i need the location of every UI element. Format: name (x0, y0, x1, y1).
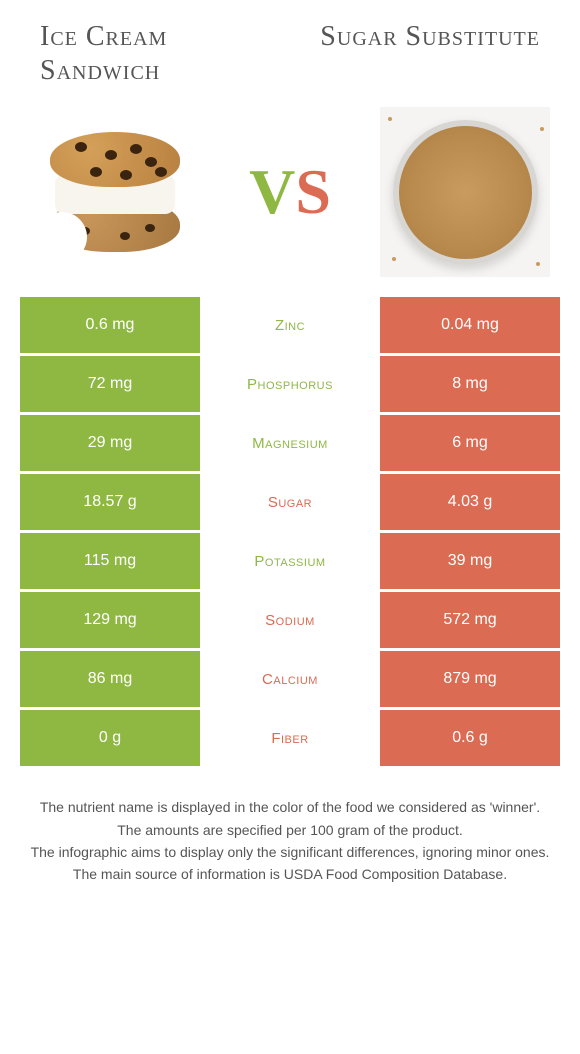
nutrient-label: Calcium (200, 651, 380, 707)
title-left: Ice Cream Sandwich (20, 20, 290, 87)
value-left: 86 mg (20, 651, 200, 707)
vs-label: VS (249, 155, 331, 229)
value-left: 129 mg (20, 592, 200, 648)
value-right: 0.6 g (380, 710, 560, 766)
value-right: 6 mg (380, 415, 560, 471)
value-left: 18.57 g (20, 474, 200, 530)
vs-s: S (295, 156, 331, 227)
nutrient-row: 18.57 gSugar4.03 g (20, 474, 560, 530)
value-left: 29 mg (20, 415, 200, 471)
nutrient-label: Sugar (200, 474, 380, 530)
infographic-container: Ice Cream Sandwich Sugar Substitute VS 0… (0, 0, 580, 906)
footer-notes: The nutrient name is displayed in the co… (20, 796, 560, 886)
nutrient-label: Potassium (200, 533, 380, 589)
nutrient-row: 0 gFiber0.6 g (20, 710, 560, 766)
footer-line: The main source of information is USDA F… (30, 863, 550, 885)
value-right: 879 mg (380, 651, 560, 707)
nutrient-table: 0.6 mgZinc0.04 mg72 mgPhosphorus8 mg29 m… (20, 297, 560, 766)
footer-line: The amounts are specified per 100 gram o… (30, 819, 550, 841)
footer-line: The infographic aims to display only the… (30, 841, 550, 863)
nutrient-label: Magnesium (200, 415, 380, 471)
nutrient-row: 129 mgSodium572 mg (20, 592, 560, 648)
value-right: 0.04 mg (380, 297, 560, 353)
title-right: Sugar Substitute (290, 20, 560, 87)
nutrient-row: 0.6 mgZinc0.04 mg (20, 297, 560, 353)
nutrient-row: 29 mgMagnesium6 mg (20, 415, 560, 471)
nutrient-row: 115 mgPotassium39 mg (20, 533, 560, 589)
nutrient-label: Zinc (200, 297, 380, 353)
nutrient-row: 72 mgPhosphorus8 mg (20, 356, 560, 412)
value-left: 72 mg (20, 356, 200, 412)
vs-v: V (249, 156, 295, 227)
footer-line: The nutrient name is displayed in the co… (30, 796, 550, 818)
header: Ice Cream Sandwich Sugar Substitute (20, 20, 560, 87)
nutrient-label: Sodium (200, 592, 380, 648)
images-row: VS (20, 107, 560, 277)
value-right: 572 mg (380, 592, 560, 648)
value-right: 39 mg (380, 533, 560, 589)
value-right: 8 mg (380, 356, 560, 412)
value-left: 115 mg (20, 533, 200, 589)
sugar-substitute-image (380, 107, 550, 277)
value-left: 0.6 mg (20, 297, 200, 353)
ice-cream-sandwich-image (30, 107, 200, 277)
nutrient-label: Phosphorus (200, 356, 380, 412)
value-left: 0 g (20, 710, 200, 766)
nutrient-label: Fiber (200, 710, 380, 766)
value-right: 4.03 g (380, 474, 560, 530)
nutrient-row: 86 mgCalcium879 mg (20, 651, 560, 707)
